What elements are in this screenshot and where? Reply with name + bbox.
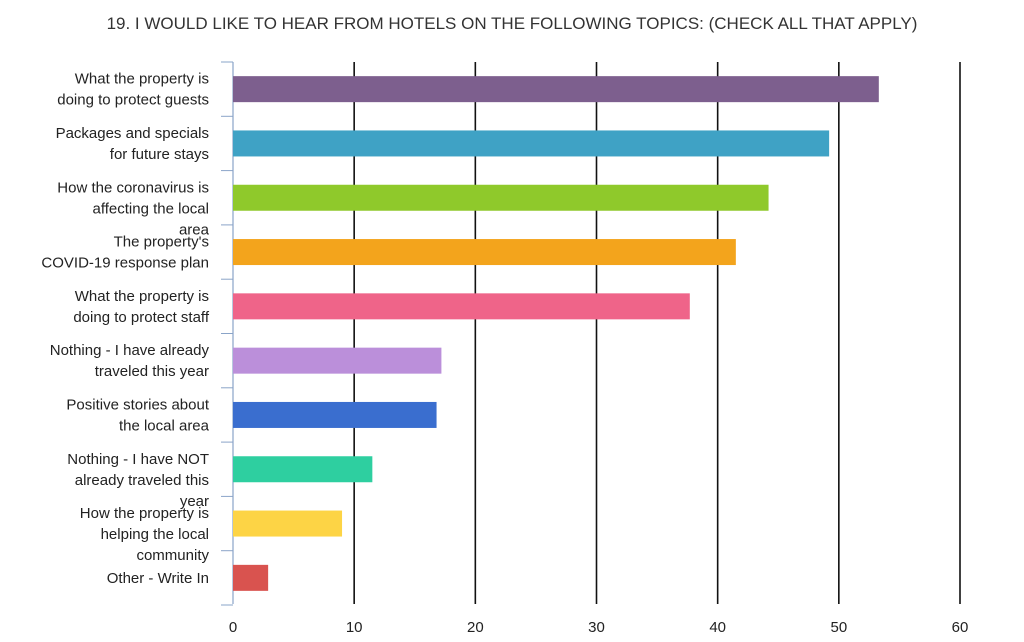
category-label-1: Packages and specials for future stays xyxy=(56,125,209,163)
x-tick-label-1: 10 xyxy=(346,619,363,636)
category-label-4: What the property is doing to protect sta… xyxy=(73,288,209,326)
bar-0 xyxy=(233,76,879,103)
bar-5 xyxy=(233,347,442,374)
x-tick-label-0: 0 xyxy=(229,619,237,636)
category-label-5: Nothing - I have already traveled this ye… xyxy=(50,342,210,380)
bar-8 xyxy=(233,510,343,537)
x-tick-label-2: 20 xyxy=(467,619,484,636)
bar-9 xyxy=(233,564,269,591)
bar-1 xyxy=(233,130,830,157)
x-tick-label-6: 60 xyxy=(952,619,969,636)
bar-2 xyxy=(233,184,769,211)
category-label-8: How the property is helping the local comm… xyxy=(80,505,210,564)
chart-title: 19. I WOULD LIKE TO HEAR FROM HOTELS ON … xyxy=(106,14,918,33)
category-label-6: Positive stories about the local area xyxy=(66,396,209,434)
category-label-2: How the coronavirus is affecting the loca… xyxy=(57,179,209,238)
bar-7 xyxy=(233,456,373,483)
x-tick-label-4: 40 xyxy=(709,619,726,636)
bar-3 xyxy=(233,239,736,266)
x-tick-label-5: 50 xyxy=(830,619,847,636)
bar-4 xyxy=(233,293,690,320)
category-label-3: The property's COVID-19 response plan xyxy=(41,234,209,272)
category-label-0: What the property is doing to protect gue… xyxy=(57,71,209,109)
category-label-9: Other - Write In xyxy=(107,570,209,587)
category-label-7: Nothing - I have NOT already traveled thi… xyxy=(67,451,209,510)
bar-6 xyxy=(233,401,437,428)
x-tick-label-3: 30 xyxy=(588,619,605,636)
